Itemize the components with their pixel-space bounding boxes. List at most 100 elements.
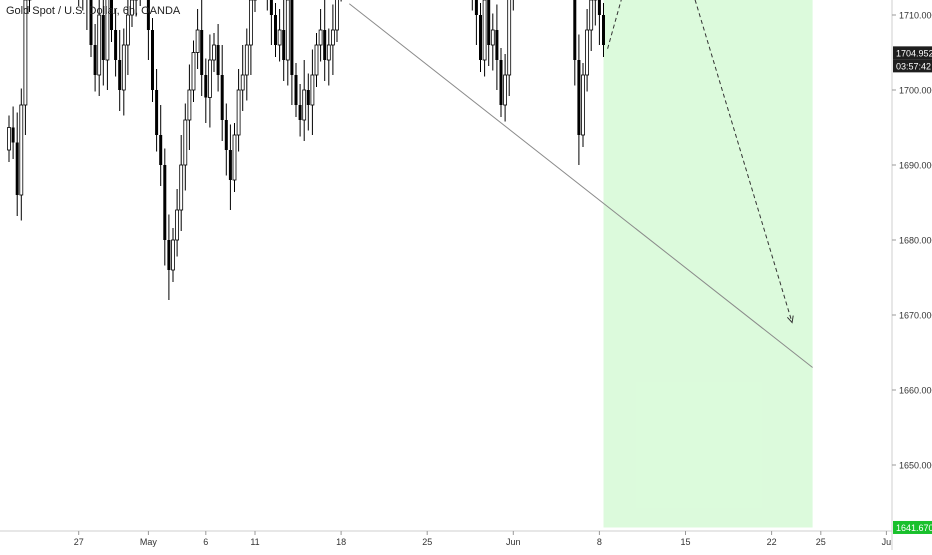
candle	[191, 40, 196, 102]
candle-body-up	[232, 134, 237, 181]
candle-body-up	[175, 209, 180, 241]
candle-body-up	[302, 89, 307, 121]
candle-body-up	[310, 74, 315, 106]
candle	[306, 73, 310, 131]
candle-body-down	[474, 0, 478, 15]
candle	[19, 88, 24, 221]
candle	[581, 63, 585, 147]
candle-body-down	[290, 0, 294, 75]
projection-path-segment	[694, 0, 793, 323]
candle	[207, 34, 212, 128]
candle	[597, 0, 601, 45]
candle-body-up	[335, 0, 339, 31]
candle	[126, 0, 130, 75]
candle	[195, 9, 200, 69]
candle	[298, 84, 302, 137]
candle-body-up	[248, 0, 253, 46]
candle	[495, 4, 499, 90]
time-axis-label: 22	[767, 537, 777, 547]
candle	[167, 214, 171, 300]
candle-body-down	[298, 105, 302, 120]
candle-body-up	[19, 104, 24, 196]
candle	[220, 45, 224, 141]
candle	[274, 3, 277, 57]
candle-body-down	[499, 60, 503, 105]
candle	[212, 33, 216, 72]
candle	[179, 135, 184, 231]
candle	[224, 103, 228, 176]
candle-body-up	[330, 29, 335, 46]
candle	[479, 3, 482, 72]
candle-body-up	[314, 44, 319, 76]
candle	[585, 9, 589, 92]
candle-body-up	[240, 74, 245, 91]
candle	[93, 24, 97, 92]
candle	[121, 28, 126, 116]
candle	[11, 106, 15, 159]
price-axis-label: 1660.000	[899, 386, 932, 396]
candle-body-up	[23, 0, 28, 106]
candle	[602, 3, 605, 57]
candle-body-up	[236, 89, 241, 136]
price-axis-label: 1680.000	[899, 236, 932, 246]
candle-body-down	[269, 0, 273, 15]
candle-body-up	[97, 14, 102, 76]
candle	[240, 45, 245, 111]
candle	[253, 0, 257, 12]
candle-body-up	[171, 239, 175, 271]
candle-body-down	[101, 15, 105, 60]
candle-body-up	[183, 119, 188, 166]
candle	[302, 60, 307, 141]
candle	[290, 0, 294, 105]
take-profit-zone	[603, 0, 813, 528]
candle	[134, 0, 139, 17]
candle-body-down	[306, 90, 310, 105]
candle-body-up	[318, 29, 323, 46]
candle-body-down	[11, 127, 15, 143]
candle	[490, 13, 495, 71]
candle-body-up	[212, 44, 216, 61]
candle	[228, 124, 232, 210]
candle-body-down	[220, 75, 224, 120]
candle	[130, 0, 134, 27]
candle	[294, 63, 298, 117]
candle-body-down	[216, 45, 220, 75]
projection-arrowhead	[787, 315, 794, 324]
candle	[15, 112, 19, 216]
candle	[7, 115, 11, 162]
candle	[282, 0, 286, 81]
candle	[183, 103, 188, 191]
time-axis-label: 25	[816, 537, 826, 547]
candle-body-down	[200, 30, 204, 75]
candle-body-down	[110, 0, 113, 30]
candle-body-up	[244, 44, 249, 76]
candles-layer	[7, 0, 605, 300]
candle	[163, 148, 167, 266]
candle	[248, 0, 253, 75]
candle-body-down	[573, 0, 577, 60]
candle	[89, 0, 93, 57]
candle	[204, 58, 208, 123]
price-axis-label: 1690.000	[899, 161, 932, 171]
candle	[335, 0, 339, 42]
candle	[114, 9, 118, 77]
price-axis-label: 1710.000	[899, 11, 932, 21]
candle-body-down	[155, 90, 159, 135]
candle	[482, 0, 487, 77]
price-label-text: 1704.952	[896, 48, 932, 58]
candle-body-down	[274, 15, 277, 45]
candle-body-up	[589, 0, 594, 31]
candle	[244, 28, 249, 101]
price-axis-label: 1700.000	[899, 86, 932, 96]
candle-body-down	[323, 30, 327, 60]
candle-body-up	[285, 0, 290, 61]
candle	[326, 28, 331, 86]
candle	[200, 0, 204, 96]
candle-body-up	[490, 29, 495, 46]
candle-body-up	[187, 89, 192, 121]
price-label-box	[893, 59, 932, 73]
candle-body-up	[130, 0, 134, 16]
